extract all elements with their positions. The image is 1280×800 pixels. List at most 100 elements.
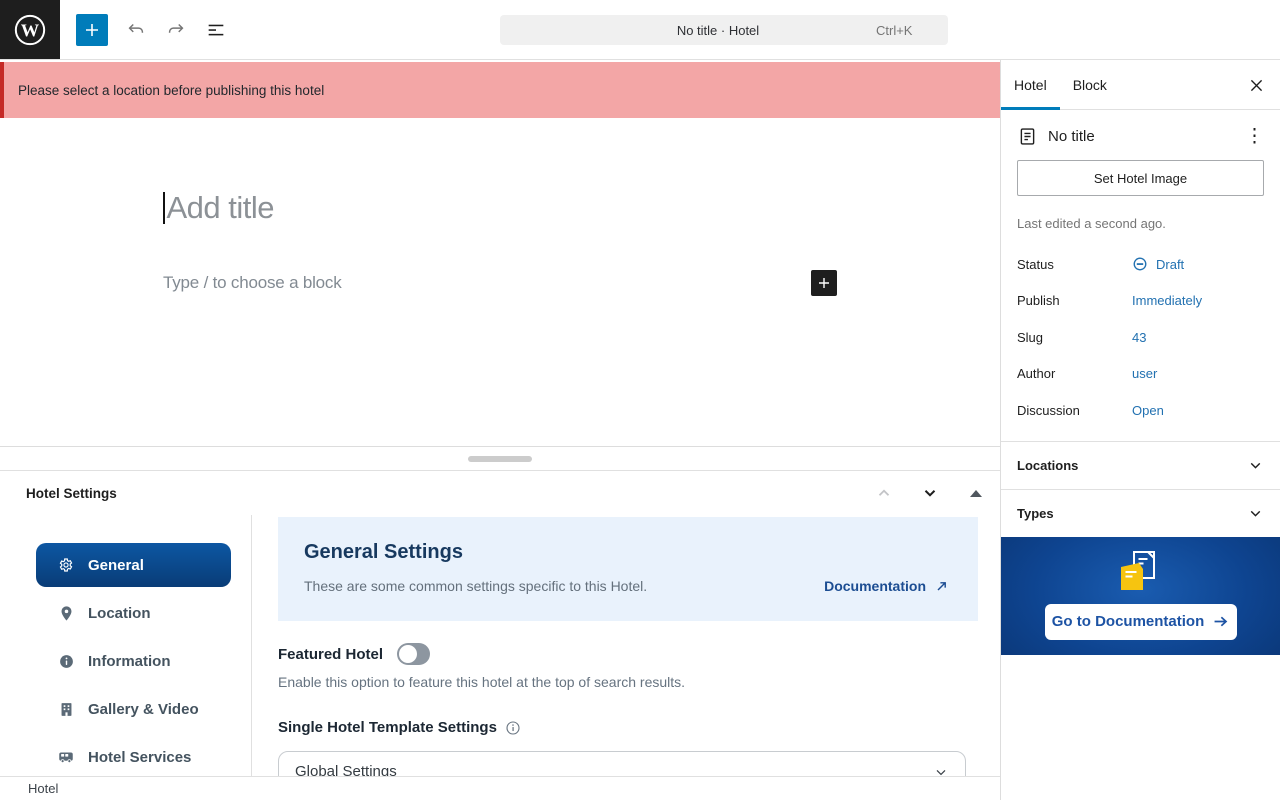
field-label: Slug bbox=[1017, 329, 1044, 345]
field-label: Status bbox=[1017, 256, 1054, 272]
documentation-banner: Go to Documentation bbox=[1001, 536, 1280, 655]
metabox-title: Hotel Settings bbox=[26, 485, 117, 501]
post-title-placeholder: Add title bbox=[166, 190, 275, 225]
empty-block-placeholder[interactable]: Type / to choose a block bbox=[163, 273, 342, 292]
status-value: Draft bbox=[1156, 256, 1185, 272]
chevron-down-icon bbox=[936, 769, 946, 775]
plus-icon bbox=[819, 278, 829, 288]
featured-hotel-toggle[interactable] bbox=[397, 643, 431, 665]
field-label: Discussion bbox=[1017, 402, 1080, 418]
panel-locations-label: Locations bbox=[1017, 457, 1079, 473]
nav-item-label: Location bbox=[88, 604, 151, 622]
metabox-drag-handle[interactable] bbox=[468, 455, 532, 462]
move-up-button[interactable] bbox=[872, 481, 896, 505]
undo-icon bbox=[128, 23, 144, 33]
post-actions-menu-button[interactable]: ⋮ bbox=[1245, 125, 1264, 147]
arrow-right-icon bbox=[1214, 616, 1228, 627]
go-to-documentation-button[interactable]: Go to Documentation bbox=[1044, 603, 1237, 640]
template-settings-select[interactable]: Global Settings bbox=[278, 751, 966, 776]
redo-icon bbox=[168, 23, 184, 33]
breadcrumb[interactable]: Hotel bbox=[28, 781, 59, 796]
info-icon bbox=[505, 720, 521, 736]
chevron-up-icon bbox=[878, 489, 890, 496]
plus-icon bbox=[86, 23, 98, 36]
nav-item-label: General bbox=[88, 556, 144, 574]
list-view-button[interactable] bbox=[204, 18, 228, 42]
inline-block-inserter-button[interactable] bbox=[811, 270, 837, 296]
nav-item-hotel-services[interactable]: Hotel Services bbox=[36, 735, 231, 776]
editor-content-area: Please select a location before publishi… bbox=[0, 60, 1000, 800]
post-title-field[interactable]: Add title bbox=[163, 190, 837, 226]
settings-nav: General Location bbox=[0, 515, 252, 776]
set-hotel-image-button[interactable]: Set Hotel Image bbox=[1017, 160, 1264, 196]
template-settings-value: Global Settings bbox=[295, 763, 397, 776]
close-sidebar-button[interactable] bbox=[1240, 69, 1272, 101]
panel-types-label: Types bbox=[1017, 505, 1054, 521]
nav-item-information[interactable]: Information bbox=[36, 639, 231, 683]
wordpress-logo-icon: W bbox=[14, 14, 46, 45]
validation-notice-text: Please select a location before publishi… bbox=[18, 82, 325, 98]
move-down-button[interactable] bbox=[918, 481, 942, 505]
settings-sidebar: Hotel Block No title ⋮ Se bbox=[1000, 60, 1280, 800]
command-shortcut-hint: Ctrl+K bbox=[876, 22, 913, 38]
text-caret bbox=[163, 192, 165, 224]
nav-item-general[interactable]: General bbox=[36, 543, 231, 587]
draft-status-icon bbox=[1132, 256, 1148, 272]
editor-footer: Hotel bbox=[0, 776, 1000, 800]
external-link-icon bbox=[937, 582, 946, 591]
nav-item-label: Gallery & Video bbox=[88, 700, 199, 718]
featured-hotel-label: Featured Hotel bbox=[278, 645, 384, 663]
close-icon bbox=[1250, 79, 1262, 91]
go-to-documentation-label: Go to Documentation bbox=[1051, 613, 1205, 630]
documentation-folder-icon bbox=[1120, 550, 1155, 590]
panel-locations[interactable]: Locations bbox=[1001, 440, 1280, 489]
post-title-summary: No title bbox=[1048, 128, 1095, 145]
panel-types[interactable]: Types bbox=[1001, 488, 1280, 537]
gear-icon bbox=[56, 555, 76, 575]
chevron-down-icon bbox=[1250, 510, 1261, 517]
block-inserter-button[interactable] bbox=[76, 13, 108, 46]
chevron-down-icon bbox=[924, 490, 936, 497]
nav-item-gallery-video[interactable]: Gallery & Video bbox=[36, 687, 231, 731]
documentation-link-label: Documentation bbox=[824, 578, 926, 594]
tab-hotel[interactable]: Hotel bbox=[1001, 60, 1060, 110]
document-title-breadcrumb: No title · Hotel bbox=[676, 22, 760, 38]
field-label: Author bbox=[1017, 366, 1056, 382]
validation-notice: Please select a location before publishi… bbox=[0, 62, 1000, 118]
tab-block-label: Block bbox=[1072, 76, 1107, 93]
wordpress-logo[interactable]: W bbox=[0, 0, 60, 59]
author-value-button[interactable]: user bbox=[1132, 366, 1158, 382]
command-palette-button[interactable]: No title · Hotel Ctrl+K bbox=[500, 15, 948, 45]
documentation-link[interactable]: Documentation bbox=[824, 578, 950, 594]
info-icon bbox=[56, 651, 76, 671]
status-value-button[interactable]: Draft bbox=[1132, 256, 1184, 272]
slug-value-button[interactable]: 43 bbox=[1132, 329, 1147, 345]
tab-hotel-label: Hotel bbox=[1014, 76, 1047, 93]
undo-button[interactable] bbox=[124, 18, 148, 42]
last-edited-text: Last edited a second ago. bbox=[1017, 216, 1166, 231]
field-row-discussion: Discussion Open bbox=[1017, 392, 1264, 429]
toggle-knob bbox=[399, 645, 418, 663]
featured-hotel-help: Enable this option to feature this hotel… bbox=[278, 674, 686, 690]
nav-item-label: Information bbox=[88, 652, 171, 670]
field-row-publish: Publish Immediately bbox=[1017, 283, 1264, 320]
general-settings-card: General Settings These are some common s… bbox=[278, 517, 978, 621]
sidebar-tabs: Hotel Block bbox=[1001, 60, 1280, 110]
redo-button[interactable] bbox=[164, 18, 188, 42]
metabox-collapse-toggle[interactable] bbox=[970, 489, 982, 497]
tab-block[interactable]: Block bbox=[1060, 60, 1120, 109]
publish-value-button[interactable]: Immediately bbox=[1132, 293, 1203, 309]
editor-canvas[interactable]: Add title Type / to choose a block bbox=[0, 118, 1000, 447]
nav-item-location[interactable]: Location bbox=[36, 591, 231, 635]
template-settings-label: Single Hotel Template Settings bbox=[278, 719, 497, 736]
post-fields: Status Draft Publish Immediately bbox=[1017, 246, 1264, 429]
metabox-resize-strip bbox=[0, 447, 1000, 471]
list-view-icon bbox=[208, 24, 224, 35]
field-label: Publish bbox=[1017, 293, 1060, 309]
svg-text:W: W bbox=[21, 20, 40, 40]
metabox-header: Hotel Settings bbox=[0, 471, 1000, 515]
bus-icon bbox=[56, 747, 76, 767]
building-icon bbox=[56, 699, 76, 719]
field-row-slug: Slug 43 bbox=[1017, 319, 1264, 356]
discussion-value-button[interactable]: Open bbox=[1132, 402, 1164, 418]
